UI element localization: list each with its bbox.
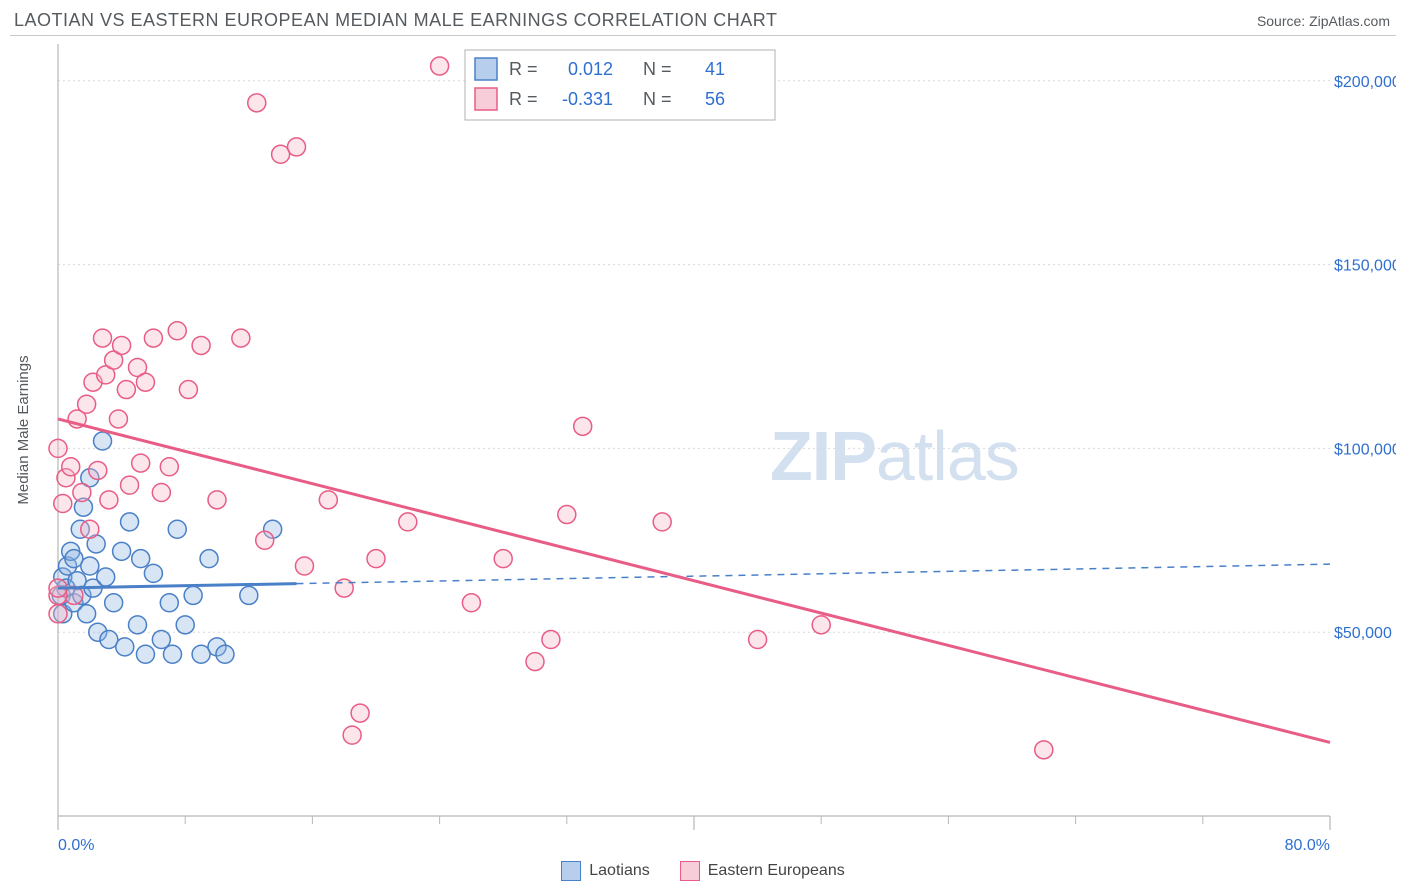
svg-text:N =: N = (643, 59, 672, 79)
svg-text:Median Male Earnings: Median Male Earnings (15, 355, 32, 504)
svg-text:41: 41 (705, 59, 725, 79)
svg-text:-0.331: -0.331 (562, 89, 613, 109)
legend-swatch (680, 861, 700, 881)
svg-text:$50,000: $50,000 (1334, 625, 1392, 642)
legend-label: Laotians (589, 862, 650, 880)
svg-text:R =: R = (509, 89, 538, 109)
legend-item: Laotians (561, 861, 650, 881)
correlation-chart: $50,000 $100,000 $150,000 $200,000 0.0% 80.0%… (10, 35, 1396, 885)
chart-svg: $50,000 $100,000 $150,000 $200,000 0.0% 80.0%… (10, 36, 1396, 886)
svg-text:0.012: 0.012 (568, 59, 613, 79)
bottom-legend: Laotians Eastern Europeans (10, 861, 1396, 881)
legend-label: Eastern Europeans (708, 862, 845, 880)
svg-text:80.0%: 80.0% (1285, 837, 1330, 854)
source-label: Source: ZipAtlas.com (1257, 13, 1390, 29)
svg-text:56: 56 (705, 89, 725, 109)
legend-item: Eastern Europeans (680, 861, 845, 881)
svg-text:0.0%: 0.0% (58, 837, 94, 854)
svg-text:$100,000: $100,000 (1334, 441, 1396, 458)
svg-text:$150,000: $150,000 (1334, 258, 1396, 275)
legend-swatch (561, 861, 581, 881)
chart-title: LAOTIAN VS EASTERN EUROPEAN MEDIAN MALE … (14, 10, 777, 31)
svg-text:$200,000: $200,000 (1334, 74, 1396, 91)
svg-text:R =: R = (509, 59, 538, 79)
svg-text:N =: N = (643, 89, 672, 109)
